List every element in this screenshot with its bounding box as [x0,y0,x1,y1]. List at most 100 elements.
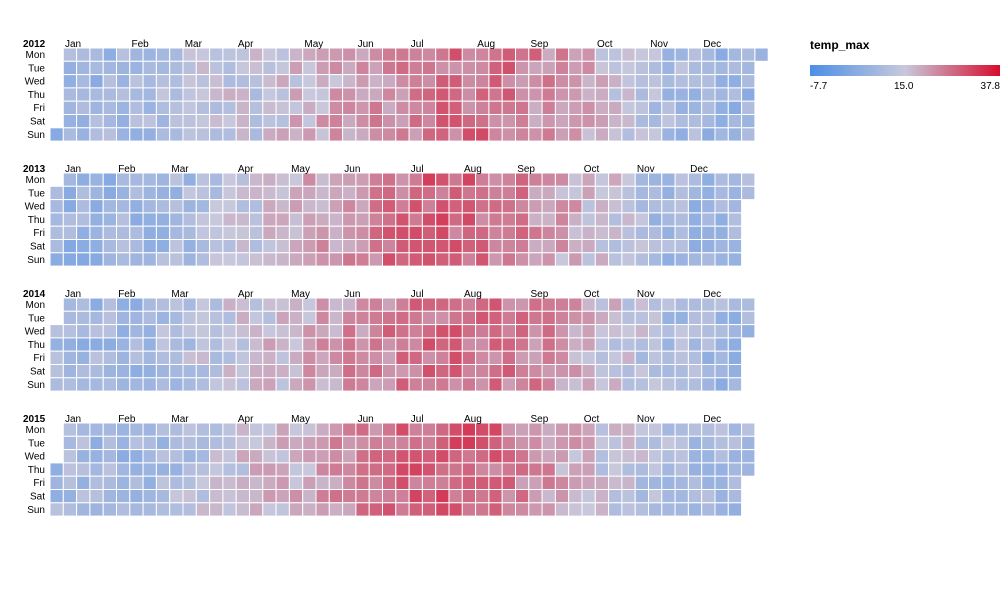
day-cell [76,449,91,464]
day-cell [648,435,663,451]
day-cell [288,212,304,227]
day-cell [714,377,729,392]
month-label: Sep [531,414,549,425]
day-cell [421,364,437,379]
day-cell [515,475,530,491]
day-cell [714,350,729,366]
day-cell [448,422,463,437]
day-cell [594,239,610,254]
day-cell [714,185,729,201]
day-cell [435,252,450,267]
day-cell [142,422,157,437]
day-cell [275,462,290,477]
day-cell [129,337,144,352]
day-cell [488,475,503,491]
day-cell [661,239,676,254]
day-cell [169,239,184,254]
day-cell [182,114,197,129]
day-cell [395,310,410,326]
day-cell [408,185,423,201]
day-cell [515,297,530,312]
day-cell [701,377,716,392]
day-cell [355,310,370,326]
day-cell [249,225,264,240]
day-cell [408,239,423,254]
day-cell [741,324,756,339]
day-cell [328,324,344,339]
day-cell [501,364,517,379]
day-cell [608,172,623,187]
day-cell [89,114,104,129]
day-cell [395,252,410,267]
day-cell [528,462,543,477]
day-cell [488,239,503,254]
day-cell [581,212,596,227]
day-cell [195,422,211,437]
day-cell [328,297,344,312]
day-cell [581,252,596,267]
month-label: Jul [411,289,424,300]
day-cell [262,127,277,142]
day-cell [116,350,131,366]
day-cell [275,114,290,129]
day-cell [395,422,410,437]
year-label: 2013 [23,164,46,175]
day-cell [448,489,463,504]
day-cell [634,449,650,464]
day-cell [142,324,157,339]
day-cell [714,435,729,451]
day-cell [342,114,357,129]
day-cell [727,475,743,491]
day-cell [315,252,330,267]
day-cell [475,462,490,477]
day-cell [342,489,357,504]
day-cell [102,489,117,504]
day-cell [741,449,756,464]
day-cell [674,297,689,312]
day-cell [195,364,211,379]
day-cell [49,364,64,379]
day-cell [315,475,330,491]
day-cell [554,337,570,352]
day-cell [262,364,277,379]
day-cell [222,172,237,187]
day-cell [661,225,676,240]
day-cell [49,350,64,366]
day-cell [76,364,91,379]
day-cell [89,252,104,267]
day-cell [408,60,423,76]
day-cell [382,114,397,129]
day-cell [448,435,463,451]
day-cell [554,350,570,366]
day-cell [182,350,197,366]
day-cell [727,225,743,240]
day-cell [608,337,623,352]
day-cell [315,297,330,312]
day-cell [76,502,91,517]
day-cell [235,114,250,129]
day-label: Tue [28,63,45,74]
day-cell [62,114,78,129]
day-cell [515,377,530,392]
day-cell [222,489,237,504]
day-cell [501,475,517,491]
day-cell [621,449,636,464]
day-cell [714,100,729,115]
day-cell [155,377,171,392]
day-cell [501,172,517,187]
day-cell [674,377,689,392]
day-cell [528,87,543,102]
day-cell [661,100,676,115]
day-cell [541,127,556,142]
day-cell [355,449,370,464]
day-cell [687,350,703,366]
day-cell [701,462,716,477]
day-cell [209,172,224,187]
day-cell [222,47,237,62]
day-cell [355,364,370,379]
day-cell [714,87,729,102]
day-cell [102,310,117,326]
day-cell [448,324,463,339]
day-cell [448,199,463,214]
day-cell [674,252,689,267]
